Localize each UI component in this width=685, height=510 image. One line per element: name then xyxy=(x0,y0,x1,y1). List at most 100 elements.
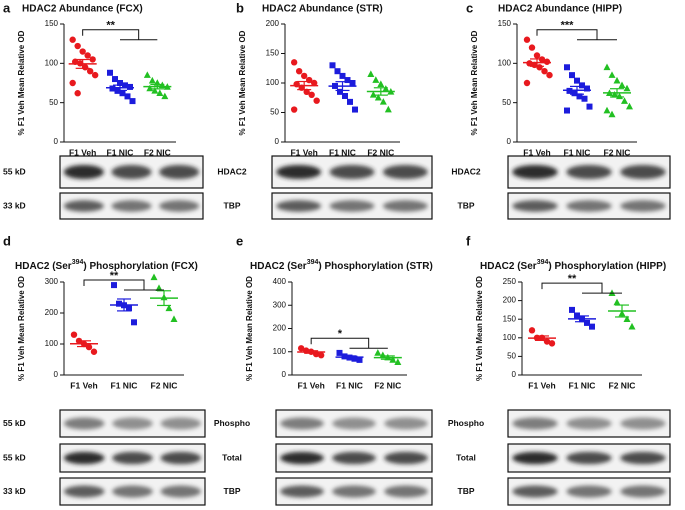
blot-band xyxy=(384,417,428,430)
data-point xyxy=(69,79,76,87)
chart-title: HDAC2 Abundance (STR) xyxy=(262,4,383,15)
x-tick-label: F2 NIC xyxy=(609,380,636,390)
data-point xyxy=(611,91,618,98)
y-tick-label: 300 xyxy=(45,277,59,286)
y-tick-label: 0 xyxy=(54,137,59,146)
blot-band xyxy=(384,485,428,498)
data-point xyxy=(161,92,169,100)
y-axis-label: % F1 Veh Mean Relative OD xyxy=(17,276,26,381)
x-tick-label: F1 NIC xyxy=(329,147,356,157)
blot-band xyxy=(329,200,375,212)
y-tick-label: 100 xyxy=(498,58,512,67)
x-tick-label: F2 NIC xyxy=(374,380,401,390)
y-tick-label: 50 xyxy=(502,98,511,107)
data-point xyxy=(310,79,318,87)
significance-label: * xyxy=(338,328,343,340)
y-tick-label: 0 xyxy=(275,137,280,146)
blot-protein: TBP xyxy=(224,200,241,210)
data-point xyxy=(342,92,348,99)
blot-weight: 33 kD xyxy=(3,200,26,210)
x-tick-label: F1 Veh xyxy=(523,147,550,157)
chart-title: HDAC2 (Ser394) Phosphorylation (FCX) xyxy=(15,259,198,272)
blot-band xyxy=(112,417,153,430)
blot-band xyxy=(280,417,324,430)
blot-band xyxy=(620,164,666,180)
data-point xyxy=(119,90,126,97)
blot-protein: TBP xyxy=(458,200,475,210)
data-point xyxy=(621,97,628,104)
data-point xyxy=(79,48,86,55)
blot-band xyxy=(111,164,152,180)
data-point xyxy=(369,91,377,98)
blot-weight: 55 kD xyxy=(3,418,26,428)
blot-band xyxy=(332,451,376,465)
blot-band xyxy=(276,164,322,180)
y-tick-label: 250 xyxy=(503,277,517,286)
data-point xyxy=(367,70,375,77)
x-tick-label: F2 NIC xyxy=(144,147,171,157)
data-point xyxy=(74,42,81,50)
y-tick-label: 150 xyxy=(45,19,59,28)
blot-band xyxy=(332,485,376,498)
data-point xyxy=(586,103,593,110)
data-point xyxy=(117,80,123,86)
blot-band xyxy=(63,451,105,465)
data-point xyxy=(156,89,164,97)
y-tick-label: 200 xyxy=(273,324,287,333)
data-point xyxy=(308,91,315,99)
data-point xyxy=(623,84,631,92)
y-tick-label: 100 xyxy=(273,347,287,356)
blot-band xyxy=(620,451,666,465)
data-point xyxy=(523,79,531,87)
data-point xyxy=(131,319,137,326)
data-point xyxy=(84,52,91,59)
data-point xyxy=(165,304,173,312)
title-part: ) Phosphorylation (HIPP) xyxy=(548,261,666,272)
title-part: ) Phosphorylation (FCX) xyxy=(83,261,197,272)
significance-bracket xyxy=(310,337,370,349)
y-axis-label: % F1 Veh Mean Relative OD xyxy=(245,276,254,381)
blot-band xyxy=(112,485,153,498)
data-point xyxy=(613,76,621,84)
y-tick-label: 100 xyxy=(45,339,59,348)
blot-band xyxy=(566,417,612,430)
title-part: 394 xyxy=(537,259,549,266)
x-tick-label: F1 Veh xyxy=(69,147,96,157)
significance-label: ** xyxy=(568,273,577,285)
data-point xyxy=(374,93,382,101)
blot-band xyxy=(159,200,200,212)
data-point xyxy=(564,64,570,71)
blot-protein: Phospho xyxy=(214,418,250,428)
panel-letter: e xyxy=(236,233,243,248)
data-point xyxy=(352,106,358,113)
x-tick-label: F1 NIC xyxy=(336,380,363,390)
y-tick-label: 150 xyxy=(498,19,512,28)
data-point xyxy=(329,62,336,69)
data-point xyxy=(574,77,580,84)
chart-title: HDAC2 (Ser394) Phosphorylation (HIPP) xyxy=(480,259,666,272)
data-point xyxy=(148,76,156,84)
blot-band xyxy=(382,164,428,180)
data-point xyxy=(347,98,353,105)
y-tick-label: 200 xyxy=(45,308,59,317)
data-point xyxy=(303,88,310,96)
blot-band xyxy=(160,417,202,430)
significance-bracket xyxy=(82,29,140,40)
data-point xyxy=(608,110,616,118)
x-tick-label: F2 NIC xyxy=(604,147,631,157)
y-tick-label: 200 xyxy=(503,296,517,305)
y-tick-label: 100 xyxy=(266,78,280,87)
y-axis-label: % F1 Veh Mean Relative OD xyxy=(238,30,247,135)
title-part: HDAC2 (Ser xyxy=(15,261,72,272)
blot-weight: 33 kD xyxy=(3,486,26,496)
x-tick-label: F1 NIC xyxy=(107,147,134,157)
y-tick-label: 50 xyxy=(270,108,279,117)
data-point xyxy=(536,64,543,71)
y-tick-label: 0 xyxy=(512,370,517,379)
blot-band xyxy=(384,451,428,465)
data-point xyxy=(523,36,531,43)
data-point xyxy=(349,80,356,86)
title-part: 394 xyxy=(307,259,319,266)
data-point xyxy=(111,282,117,289)
